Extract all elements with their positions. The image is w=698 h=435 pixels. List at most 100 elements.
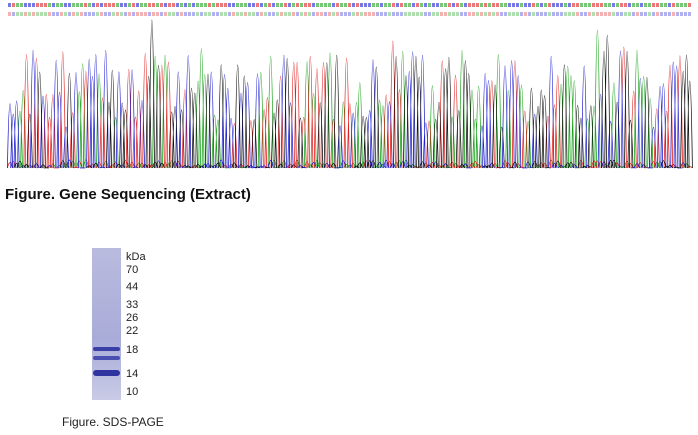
base-call xyxy=(368,3,371,7)
base-call xyxy=(436,12,439,16)
base-call xyxy=(16,3,19,7)
gel-band xyxy=(93,370,120,376)
base-call xyxy=(272,3,275,7)
base-call xyxy=(172,12,175,16)
base-call xyxy=(432,12,435,16)
base-call xyxy=(676,12,679,16)
base-call xyxy=(48,3,51,7)
base-call xyxy=(224,3,227,7)
base-call xyxy=(620,3,623,7)
base-call xyxy=(32,3,35,7)
base-call xyxy=(312,12,315,16)
base-call xyxy=(268,12,271,16)
base-call xyxy=(76,3,79,7)
base-call xyxy=(244,3,247,7)
base-call xyxy=(252,12,255,16)
base-call xyxy=(536,3,539,7)
base-call xyxy=(240,3,243,7)
base-call xyxy=(492,3,495,7)
base-call xyxy=(456,3,459,7)
base-call xyxy=(484,3,487,7)
base-call xyxy=(364,12,367,16)
base-call xyxy=(196,12,199,16)
base-call xyxy=(236,12,239,16)
base-call xyxy=(468,3,471,7)
base-call xyxy=(556,12,559,16)
base-call xyxy=(112,3,115,7)
base-call xyxy=(256,3,259,7)
base-call xyxy=(332,12,335,16)
base-call xyxy=(424,12,427,16)
base-call xyxy=(16,12,19,16)
base-call xyxy=(64,3,67,7)
base-call xyxy=(520,3,523,7)
base-call xyxy=(36,3,39,7)
base-call xyxy=(216,3,219,7)
base-call xyxy=(604,3,607,7)
base-call xyxy=(584,3,587,7)
base-call xyxy=(556,3,559,7)
gel-band xyxy=(93,347,120,351)
base-call xyxy=(524,3,527,7)
base-call xyxy=(564,12,567,16)
marker-label: 33 xyxy=(126,299,139,311)
base-call xyxy=(36,12,39,16)
base-call xyxy=(148,3,151,7)
base-call xyxy=(512,12,515,16)
base-call xyxy=(420,12,423,16)
base-call xyxy=(344,12,347,16)
gel-lane xyxy=(92,248,121,400)
base-call xyxy=(592,3,595,7)
base-call xyxy=(156,3,159,7)
base-call xyxy=(48,12,51,16)
base-call xyxy=(360,12,363,16)
base-call xyxy=(636,3,639,7)
base-call xyxy=(392,3,395,7)
base-call xyxy=(132,12,135,16)
base-call xyxy=(476,3,479,7)
base-call xyxy=(508,3,511,7)
base-call xyxy=(304,12,307,16)
base-call xyxy=(224,12,227,16)
base-call xyxy=(680,12,683,16)
base-call xyxy=(276,3,279,7)
base-call xyxy=(444,3,447,7)
base-call xyxy=(156,12,159,16)
base-call xyxy=(104,3,107,7)
trace xyxy=(13,19,693,169)
base-call xyxy=(552,12,555,16)
base-call xyxy=(236,3,239,7)
base-call xyxy=(148,12,151,16)
base-call xyxy=(680,3,683,7)
base-call xyxy=(544,3,547,7)
base-call xyxy=(12,12,15,16)
base-call xyxy=(72,3,75,7)
base-call xyxy=(44,12,47,16)
base-call xyxy=(656,12,659,16)
base-call xyxy=(356,12,359,16)
base-call xyxy=(168,12,171,16)
base-call xyxy=(12,3,15,7)
base-call xyxy=(352,12,355,16)
base-call xyxy=(292,3,295,7)
base-call xyxy=(124,3,127,7)
base-call xyxy=(608,12,611,16)
base-call xyxy=(200,3,203,7)
base-call xyxy=(532,3,535,7)
base-call xyxy=(116,3,119,7)
base-call xyxy=(28,12,31,16)
marker-label: 18 xyxy=(126,344,139,356)
unit-label: kDa xyxy=(126,251,146,263)
base-call xyxy=(328,12,331,16)
base-call xyxy=(496,3,499,7)
base-call xyxy=(516,3,519,7)
base-call xyxy=(228,12,231,16)
base-call xyxy=(400,3,403,7)
base-call xyxy=(448,12,451,16)
base-call xyxy=(568,12,571,16)
base-call xyxy=(500,12,503,16)
base-call xyxy=(372,12,375,16)
base-call xyxy=(476,12,479,16)
base-call xyxy=(168,3,171,7)
base-call xyxy=(548,3,551,7)
